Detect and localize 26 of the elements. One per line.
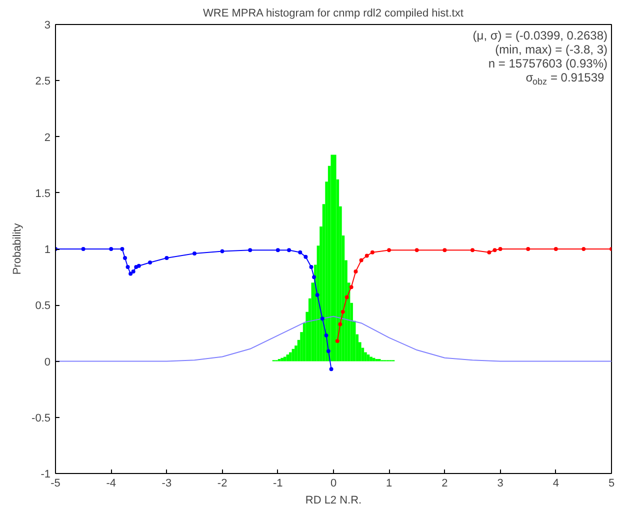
y-tick-label: -0.5 (32, 412, 51, 424)
x-axis-title: RD L2 N.R. (305, 494, 362, 506)
chart-title: WRE MPRA histogram for cnmp rdl2 compiled hist.txt (202, 8, 464, 20)
annotation: (μ, σ) = (-0.0399, 0.2638) (472, 28, 608, 42)
x-tick-label: -4 (106, 478, 116, 490)
x-tick-label: -3 (162, 478, 172, 490)
x-tick-label: -1 (273, 478, 283, 490)
y-tick-label: 3 (44, 20, 51, 32)
x-tick-label: -2 (217, 478, 228, 490)
y-tick-label: 0.5 (35, 300, 51, 312)
x-tick-label: 4 (552, 478, 559, 490)
x-tick-label: 2 (442, 478, 448, 490)
x-tick-label: -5 (50, 478, 60, 490)
x-tick-label: 3 (497, 478, 504, 490)
x-tick-label: 5 (608, 478, 615, 490)
y-tick-label: 2 (44, 132, 51, 144)
x-tick-label: 1 (386, 478, 392, 490)
x-tick-label: 0 (330, 478, 337, 490)
y-axis-title: Probability (12, 222, 24, 275)
y-tick-label: 0 (44, 356, 51, 368)
annotation: (min, max) = (-3.8, 3) (495, 42, 608, 56)
annotation: n = 15757603 (0.93%) (488, 56, 608, 70)
y-tick-label: 2.5 (35, 76, 51, 88)
y-tick-label: -1 (40, 468, 50, 480)
y-tick-label: 1 (44, 244, 51, 256)
y-tick-label: 1.5 (35, 188, 51, 200)
